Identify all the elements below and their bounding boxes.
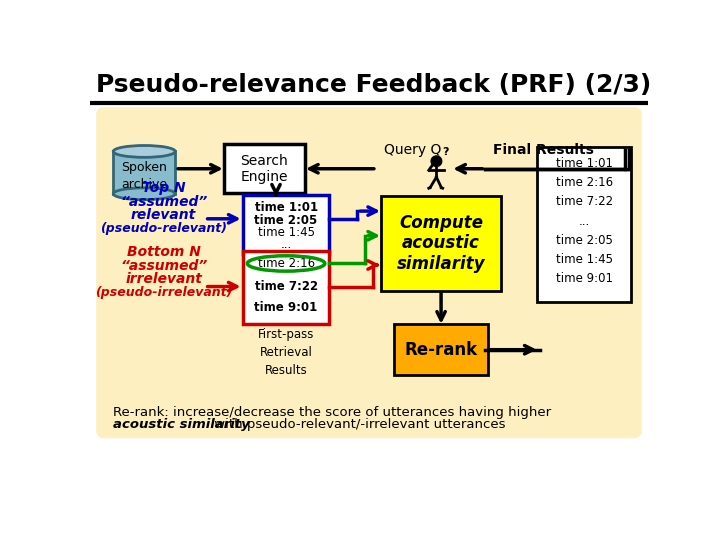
FancyBboxPatch shape xyxy=(382,195,500,291)
Text: time 2:05: time 2:05 xyxy=(254,214,318,227)
Text: time 2:16: time 2:16 xyxy=(258,257,315,270)
Text: ?: ? xyxy=(443,147,449,157)
Text: Compute
acoustic
similarity: Compute acoustic similarity xyxy=(397,214,485,273)
Text: with pseudo-relevant/-irrelevant utterances: with pseudo-relevant/-irrelevant utteran… xyxy=(210,418,505,431)
Text: acoustic similarity: acoustic similarity xyxy=(113,418,250,431)
Text: Final Results: Final Results xyxy=(493,143,594,157)
Text: Re-rank: Re-rank xyxy=(404,341,477,359)
Text: Search
Engine: Search Engine xyxy=(240,154,288,184)
FancyBboxPatch shape xyxy=(537,147,631,302)
FancyBboxPatch shape xyxy=(394,325,487,375)
Text: “assumed”: “assumed” xyxy=(120,195,207,209)
Ellipse shape xyxy=(113,145,175,157)
FancyBboxPatch shape xyxy=(243,251,330,323)
Text: (pseudo-irrelevant): (pseudo-irrelevant) xyxy=(95,286,233,299)
Text: time 9:01: time 9:01 xyxy=(556,272,613,285)
Text: time 7:22: time 7:22 xyxy=(254,280,318,293)
FancyBboxPatch shape xyxy=(243,195,330,254)
Text: time 2:16: time 2:16 xyxy=(556,176,613,189)
Ellipse shape xyxy=(113,188,175,200)
Text: Re-rank: increase/decrease the score of utterances having higher: Re-rank: increase/decrease the score of … xyxy=(113,406,552,420)
Text: (pseudo-relevant): (pseudo-relevant) xyxy=(100,222,227,235)
Text: time 1:45: time 1:45 xyxy=(258,226,315,239)
Text: First-pass
Retrieval
Results: First-pass Retrieval Results xyxy=(258,328,314,377)
Text: Pseudo-relevance Feedback (PRF) (2/3): Pseudo-relevance Feedback (PRF) (2/3) xyxy=(96,73,652,97)
Text: time 1:45: time 1:45 xyxy=(556,253,613,266)
FancyBboxPatch shape xyxy=(96,107,642,438)
Text: time 9:01: time 9:01 xyxy=(254,301,318,314)
Text: time 2:05: time 2:05 xyxy=(556,234,613,247)
Text: Spoken
archive: Spoken archive xyxy=(121,161,167,191)
Text: ...: ... xyxy=(281,238,292,251)
Text: Query Q: Query Q xyxy=(384,143,442,157)
FancyBboxPatch shape xyxy=(224,144,305,193)
Text: time 1:01: time 1:01 xyxy=(556,157,613,170)
Text: relevant: relevant xyxy=(131,208,197,222)
Circle shape xyxy=(431,156,442,166)
Text: ...: ... xyxy=(578,214,590,228)
Text: Top N: Top N xyxy=(142,181,186,195)
FancyBboxPatch shape xyxy=(113,151,175,194)
Text: “assumed”: “assumed” xyxy=(120,259,207,273)
Text: Bottom N: Bottom N xyxy=(127,245,201,259)
Text: time 7:22: time 7:22 xyxy=(556,195,613,208)
Text: irrelevant: irrelevant xyxy=(125,272,202,286)
Text: time 1:01: time 1:01 xyxy=(254,201,318,214)
